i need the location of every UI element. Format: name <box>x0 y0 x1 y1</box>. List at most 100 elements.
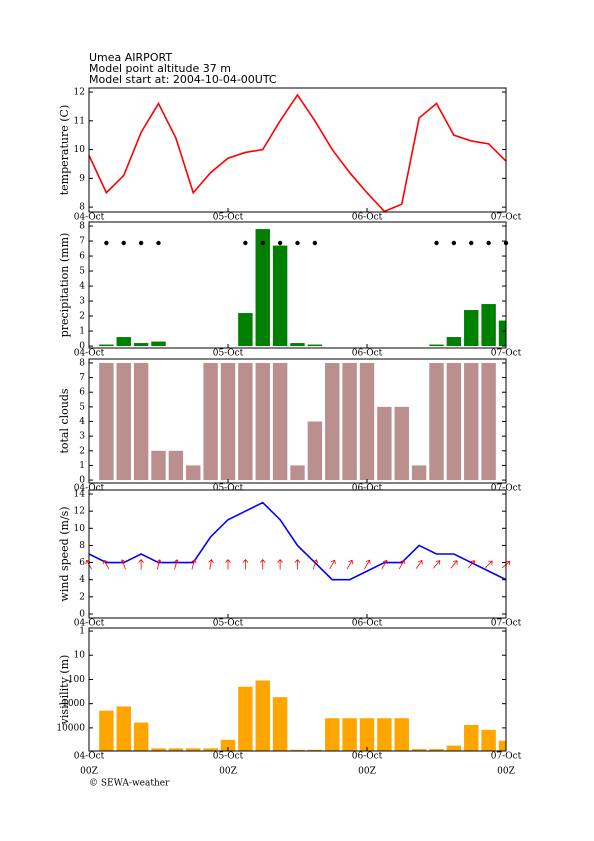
y-tick-label: 12 <box>74 507 85 517</box>
precip-marker <box>121 240 126 246</box>
y-axis-label: total clouds <box>58 388 71 453</box>
plot-area <box>99 229 506 347</box>
wind-arrow-shape <box>102 559 110 570</box>
wind-arrow <box>484 560 493 569</box>
wind-arrow <box>277 558 283 570</box>
time-label: 00Z <box>497 767 515 777</box>
precip-marker <box>486 240 491 246</box>
precip-marker <box>243 240 248 246</box>
x-tick-label: 07-Oct <box>491 213 522 223</box>
wind-arrow <box>312 559 319 570</box>
bar <box>481 729 496 751</box>
wind-arrow-shape <box>346 559 354 570</box>
precip-marker <box>104 240 109 246</box>
wind-arrow <box>329 559 336 570</box>
y-tick-label: 8 <box>79 358 85 368</box>
y-tick-label: 7 <box>79 237 85 247</box>
x-tick-label: 05-Oct <box>213 484 244 494</box>
bar <box>394 718 409 751</box>
bar <box>307 421 323 481</box>
y-tick-label: 4 <box>79 282 85 292</box>
x-tick-label: 04-Oct <box>74 213 105 223</box>
bar <box>203 748 218 751</box>
y-tick-label: 7 <box>79 373 85 383</box>
x-tick-label: 07-Oct <box>491 619 522 629</box>
bar <box>168 748 184 751</box>
x-tick-label: 05-Oct <box>213 349 244 359</box>
wind-arrow-shape <box>173 559 180 570</box>
bar <box>377 718 392 751</box>
panel-frame <box>88 358 507 484</box>
wind-arrow-shape <box>381 559 388 570</box>
x-tick-label: 06-Oct <box>352 752 383 762</box>
bar <box>255 229 270 347</box>
bar <box>272 697 288 751</box>
wind-arrow-shape <box>294 558 301 570</box>
bar <box>220 362 236 481</box>
bar <box>151 341 166 347</box>
bar <box>359 362 375 481</box>
bar <box>342 718 357 751</box>
y-axis-label: temperature (C) <box>58 105 71 196</box>
bar <box>377 406 392 481</box>
wind-arrow <box>138 558 144 570</box>
precip-marker <box>451 240 457 246</box>
precip-marker <box>312 240 318 246</box>
y-tick-label: 14 <box>74 490 86 500</box>
x-tick-label: 05-Oct <box>213 619 244 629</box>
bar <box>325 362 340 481</box>
bar <box>99 362 114 481</box>
wind-arrow <box>398 559 406 570</box>
wind-arrow <box>381 559 388 570</box>
time-label: 00Z <box>358 767 376 777</box>
wind-arrow-shape <box>364 559 371 570</box>
y-tick-label: 4 <box>79 417 85 427</box>
plot-area <box>89 93 506 212</box>
wind-arrow <box>450 560 458 569</box>
panel-frame <box>88 489 507 619</box>
precip-marker <box>434 240 439 246</box>
bar <box>307 749 323 751</box>
wind-arrow-shape <box>242 558 249 570</box>
plot-area <box>99 362 496 481</box>
bar <box>411 465 427 481</box>
y-tick-label: 1 <box>79 627 85 637</box>
data-line <box>89 501 506 581</box>
bar <box>325 718 340 751</box>
bar <box>290 343 305 347</box>
y-tick-label: 3 <box>79 432 85 442</box>
bar <box>133 722 149 751</box>
bar <box>429 749 444 751</box>
bar <box>203 362 218 481</box>
station-name: Umea AIRPORT <box>89 51 172 64</box>
bar <box>133 362 149 481</box>
y-tick-label: 4 <box>79 575 85 585</box>
y-tick-label: 100 <box>68 675 85 685</box>
panel-frame <box>88 627 507 752</box>
bar <box>186 748 201 751</box>
wind-arrow-shape <box>432 560 441 569</box>
y-tick-label: 6 <box>79 558 85 568</box>
panel-frame <box>88 87 507 213</box>
x-tick-label: 06-Oct <box>352 213 383 223</box>
wind-arrow <box>294 558 301 570</box>
wind-arrow <box>432 560 441 569</box>
y-tick-label: 8 <box>79 541 85 551</box>
bar <box>238 686 253 751</box>
y-tick-label: 10000 <box>56 723 85 733</box>
wind-arrow-shape <box>225 558 231 570</box>
bar <box>498 740 506 751</box>
panel-frame <box>88 221 507 349</box>
wind-arrow <box>242 558 249 570</box>
x-tick-label: 04-Oct <box>74 752 105 762</box>
y-tick-label: 10 <box>74 145 86 155</box>
y-axis-label: precipitation (mm) <box>58 233 71 338</box>
y-tick-label: 3 <box>79 297 85 307</box>
plot-area <box>99 680 506 751</box>
bar <box>446 745 462 751</box>
wind-arrow <box>156 559 162 570</box>
bar <box>481 304 496 347</box>
y-tick-label: 2 <box>79 446 85 456</box>
model-start: Model start at: 2004-10-04-00UTC <box>89 73 277 86</box>
